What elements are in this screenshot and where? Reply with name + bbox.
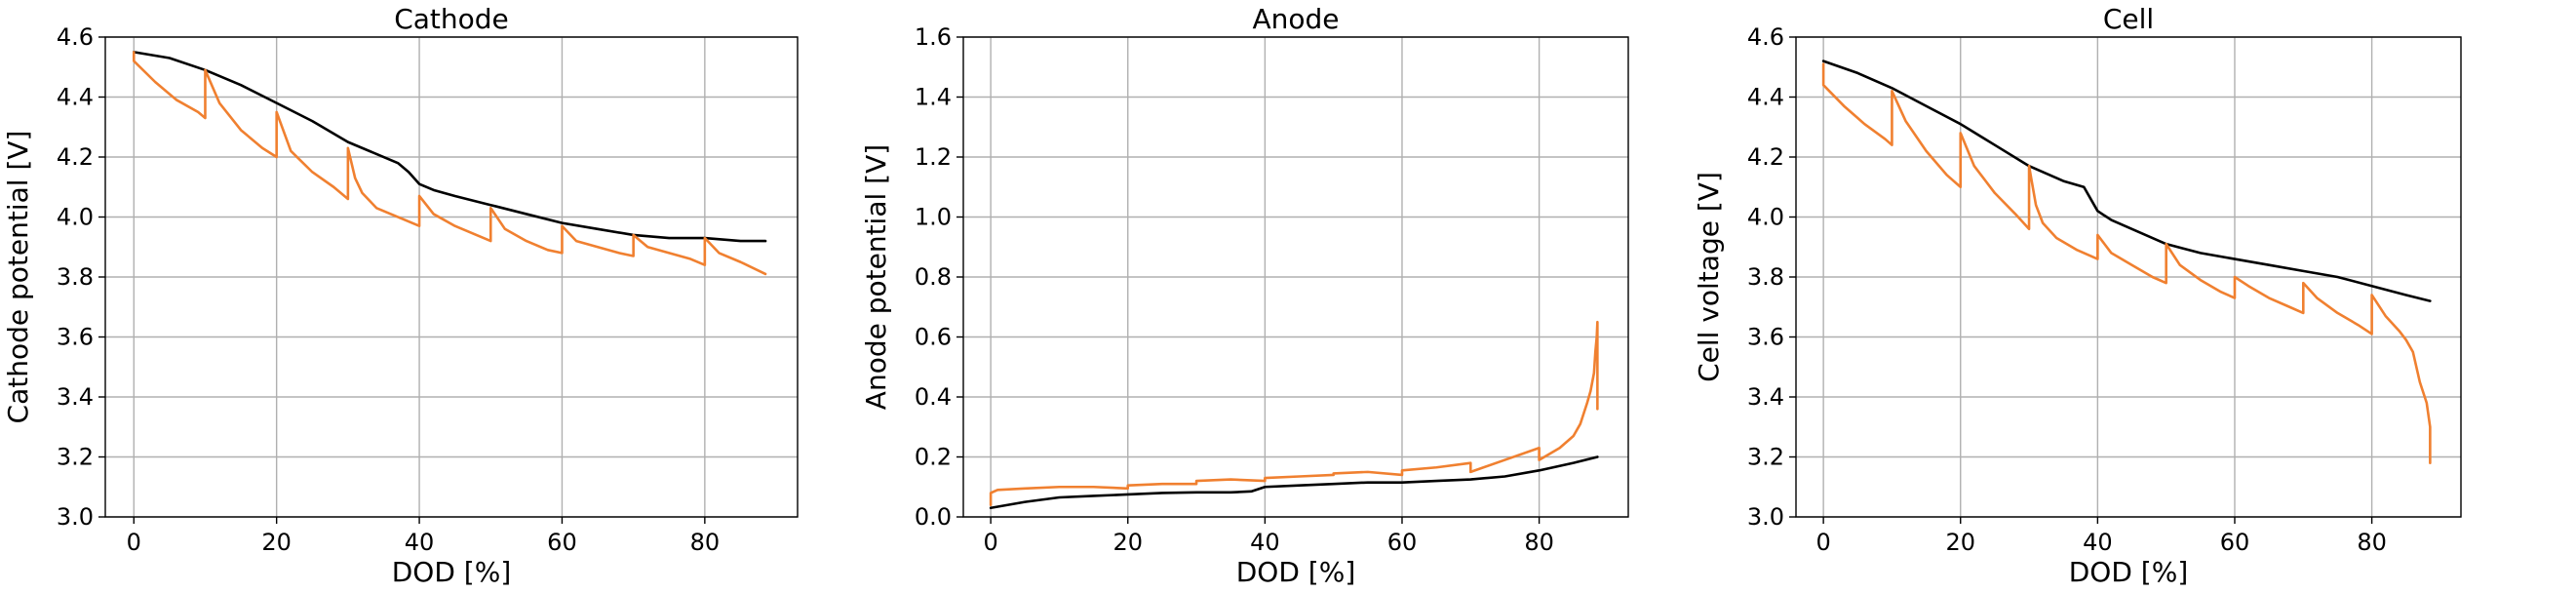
- x-tick-label: 40: [1250, 529, 1280, 556]
- y-tick-label: 4.4: [1747, 84, 1784, 111]
- x-tick-label: 0: [1815, 529, 1830, 556]
- y-tick-label: 3.6: [1747, 324, 1784, 351]
- y-tick-label: 4.2: [1747, 143, 1784, 171]
- x-tick-label: 60: [2220, 529, 2250, 556]
- y-tick-label: 4.0: [1747, 204, 1784, 231]
- x-tick-label: 0: [127, 529, 141, 556]
- y-tick-label: 3.6: [57, 324, 94, 351]
- y-tick-label: 3.4: [1747, 383, 1784, 411]
- x-tick-label: 80: [690, 529, 721, 556]
- y-tick-label: 3.8: [57, 263, 94, 291]
- x-tick-label: 20: [261, 529, 292, 556]
- x-tick-label: 40: [405, 529, 435, 556]
- y-tick-label: 3.2: [57, 444, 94, 471]
- x-axis-label: DOD [%]: [1236, 556, 1356, 588]
- x-tick-label: 60: [1387, 529, 1418, 556]
- chart-title: Cathode: [394, 3, 509, 35]
- y-tick-label: 0.0: [915, 503, 952, 531]
- y-tick-label: 0.8: [915, 263, 952, 291]
- y-tick-label: 0.6: [915, 324, 952, 351]
- x-tick-label: 0: [983, 529, 997, 556]
- x-axis-label: DOD [%]: [2069, 556, 2189, 588]
- series-line-0: [989, 455, 1599, 510]
- y-tick-label: 4.4: [57, 84, 94, 111]
- y-tick-label: 3.4: [57, 383, 94, 411]
- y-tick-label: 4.6: [1747, 23, 1784, 51]
- x-tick-label: 80: [2357, 529, 2387, 556]
- y-tick-label: 3.0: [57, 503, 94, 531]
- series-line-1: [989, 320, 1599, 507]
- y-tick-label: 3.2: [1747, 444, 1784, 471]
- y-tick-label: 3.8: [1747, 263, 1784, 291]
- y-axis-label: Anode potential [V]: [860, 144, 892, 410]
- y-tick-label: 0.4: [915, 383, 952, 411]
- chart-panel-2: 0 20 40 60 80 3.0 3.2 3.4 3.6 3.8 4.0 4.2 4.4 4.6 Cell…: [1693, 3, 2462, 588]
- y-tick-label: 1.4: [915, 84, 952, 111]
- x-tick-label: 60: [547, 529, 577, 556]
- x-tick-label: 80: [1524, 529, 1554, 556]
- chart-title: Cell: [2103, 3, 2154, 35]
- y-tick-label: 3.0: [1747, 503, 1784, 531]
- y-tick-label: 4.0: [57, 204, 94, 231]
- y-tick-label: 4.2: [57, 143, 94, 171]
- chart-panel-1: 0 20 40 60 80 0.0 0.2 0.4 0.6 0.8 1.0 1.2 1.4 1.6 Anod…: [860, 3, 1629, 588]
- y-axis-label: Cell voltage [V]: [1693, 172, 1725, 382]
- series-line-1: [1821, 62, 2432, 464]
- series-line-1: [132, 51, 767, 276]
- y-tick-label: 1.6: [915, 23, 952, 51]
- y-tick-label: 1.2: [915, 143, 952, 171]
- y-tick-label: 1.0: [915, 204, 952, 231]
- series-line-0: [132, 51, 767, 243]
- x-axis-label: DOD [%]: [392, 556, 512, 588]
- x-tick-label: 20: [1112, 529, 1143, 556]
- chart-title: Anode: [1252, 3, 1339, 35]
- series-line-0: [1821, 59, 2432, 302]
- x-tick-label: 20: [1945, 529, 1975, 556]
- x-tick-label: 40: [2083, 529, 2113, 556]
- y-tick-label: 4.6: [57, 23, 94, 51]
- y-axis-label: Cathode potential [V]: [2, 131, 34, 424]
- chart-panel-0: 0 20 40 60 80 3.0 3.2 3.4 3.6 3.8 4.0 4.2 4.4 4.6 Cath…: [2, 3, 799, 588]
- y-tick-label: 0.2: [915, 444, 952, 471]
